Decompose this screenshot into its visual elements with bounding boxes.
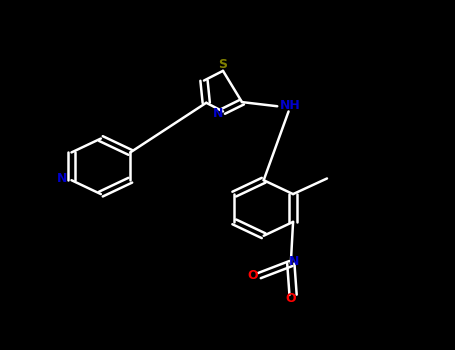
- Text: N: N: [213, 107, 224, 120]
- Text: N: N: [57, 172, 68, 185]
- Text: O: O: [248, 269, 258, 282]
- Text: S: S: [218, 58, 228, 71]
- Text: O: O: [285, 293, 296, 306]
- Text: N: N: [289, 255, 299, 268]
- Text: NH: NH: [279, 99, 300, 112]
